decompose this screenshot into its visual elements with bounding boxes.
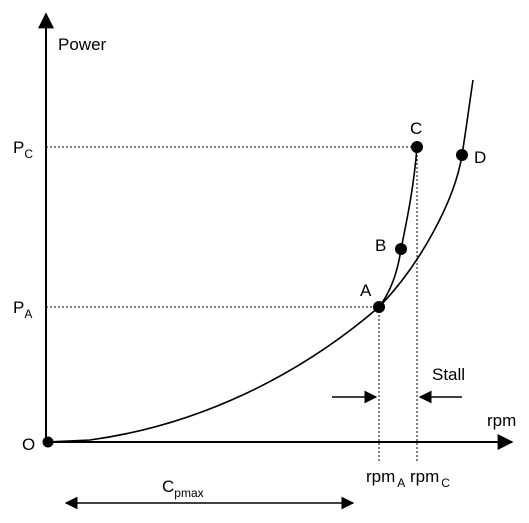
pc-main: P [13,138,24,157]
base-power-curve [45,79,474,443]
rpma-tick-label: rpm A [366,467,405,490]
rpmc-main: rpm [410,467,439,486]
pa-tick-label: PA [13,298,32,321]
label-b: B [375,236,386,255]
stall-label: Stall [432,365,465,384]
label-c: C [410,119,422,138]
cpmax-main: C [162,477,174,496]
pc-subscript: C [24,147,33,161]
point-b [395,243,407,255]
point-c [411,141,423,153]
rpma-main: rpm [366,467,395,486]
cpmax-label: Cpmax [162,477,204,500]
stall-power-curve [378,146,418,308]
x-axis-label: rpm [487,411,516,430]
y-axis-label: Power [58,35,107,54]
point-d [456,149,468,161]
rpmc-tick-label: rpm C [410,467,450,490]
rpma-subscript: A [397,476,405,490]
pa-subscript: A [24,307,32,321]
rpmc-subscript: C [441,476,450,490]
pa-main: P [13,298,24,317]
label-d: D [474,148,486,167]
pc-tick-label: PC [13,138,33,161]
origin-label: O [22,435,35,454]
point-a [373,301,385,313]
point-origin [42,436,54,448]
label-a: A [360,281,372,300]
cpmax-subscript: pmax [174,486,203,500]
